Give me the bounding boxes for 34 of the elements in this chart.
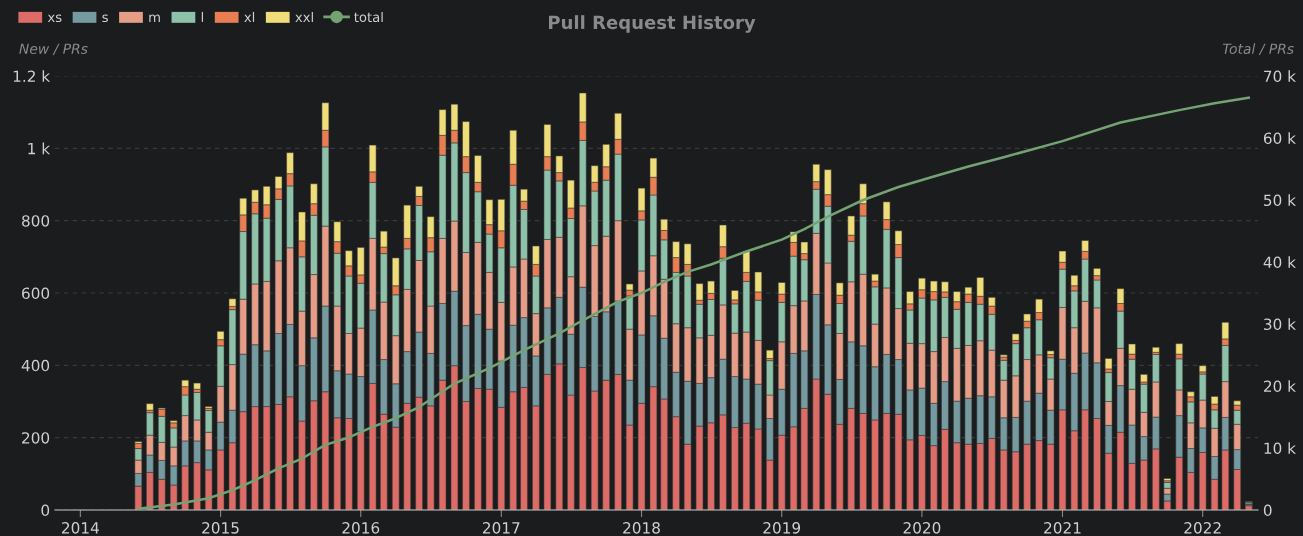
y2-tick-label: 0	[1263, 504, 1272, 517]
y2-tick-label: 60 k	[1263, 132, 1296, 145]
y-tick-label: 400	[21, 359, 50, 372]
y-tick-label: 0	[41, 504, 50, 517]
x-tick-label: 2022	[1184, 522, 1221, 534]
y-axis-title: New / PRs	[19, 43, 88, 56]
y2-tick-label: 70 k	[1264, 70, 1296, 83]
y-tick-label: 1 k	[28, 142, 51, 155]
chart-title: Pull Request History	[548, 15, 756, 33]
x-tick-label: 2020	[903, 522, 941, 534]
legend-label: xxl	[295, 11, 313, 22]
y2-tick-label: 20 k	[1263, 380, 1296, 393]
y2-tick-label: 10 k	[1264, 442, 1296, 455]
y2-tick-label: 50 k	[1264, 194, 1296, 207]
x-tick-label: 2014	[62, 522, 99, 534]
y-tick-label: 200	[22, 432, 50, 444]
x-tick-label: 2015	[202, 522, 239, 534]
legend-label: xl	[244, 11, 255, 22]
y2-axis-title: Total / PRs	[1222, 43, 1294, 56]
y2-tick-label: 30 k	[1264, 318, 1296, 331]
y2-tick-label: 40 k	[1263, 256, 1296, 269]
y-tick-label: 800	[22, 215, 50, 227]
x-tick-label: 2017	[483, 522, 520, 534]
legend-label: m	[149, 14, 160, 22]
legend-label: l	[201, 11, 204, 22]
x-tick-label: 2018	[623, 522, 660, 534]
x-tick-label: 2016	[342, 522, 380, 534]
x-tick-label: 2019	[763, 522, 801, 534]
y-tick-label: 1.2 k	[13, 70, 51, 82]
legend-label: total	[354, 11, 383, 23]
legend-label: xs	[47, 14, 62, 23]
x-tick-label: 2021	[1044, 522, 1081, 534]
legend-label: s	[102, 14, 108, 23]
y-tick-label: 600	[22, 287, 50, 300]
